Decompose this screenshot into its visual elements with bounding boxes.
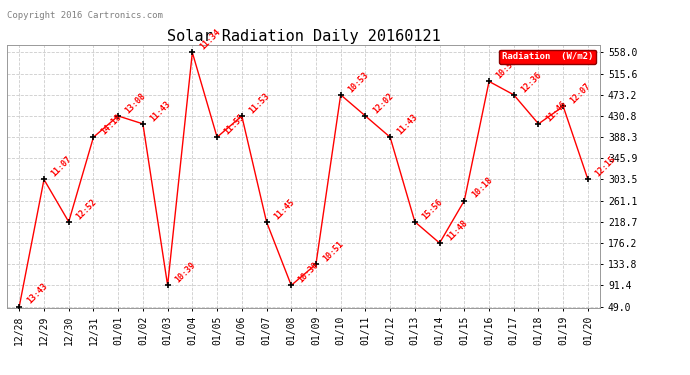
Text: 13:08: 13:08 [124,91,148,115]
Text: 10:51: 10:51 [322,239,346,263]
Text: 11:46: 11:46 [544,99,568,123]
Text: 11:55: 11:55 [223,112,246,136]
Text: 13:43: 13:43 [25,282,49,306]
Text: 12:15: 12:15 [593,154,618,179]
Text: 12:52: 12:52 [75,197,98,221]
Text: 14:18: 14:18 [99,112,123,136]
Text: 11:53: 11:53 [247,91,271,115]
Text: 10:53: 10:53 [346,70,371,94]
Text: 11:43: 11:43 [148,99,172,123]
Text: 11:43: 11:43 [395,112,420,136]
Text: 11:34: 11:34 [198,28,222,52]
Text: 12:02: 12:02 [371,91,395,115]
Title: Solar Radiation Daily 20160121: Solar Radiation Daily 20160121 [167,29,440,44]
Text: 12:36: 12:36 [520,70,543,94]
Text: 10:53: 10:53 [495,57,519,81]
Legend: Radiation  (W/m2): Radiation (W/m2) [499,50,595,64]
Text: Copyright 2016 Cartronics.com: Copyright 2016 Cartronics.com [7,11,163,20]
Text: 15:56: 15:56 [420,197,444,221]
Text: 11:45: 11:45 [272,197,296,221]
Text: 11:48: 11:48 [445,218,469,242]
Text: 10:39: 10:39 [173,261,197,285]
Text: 11:07: 11:07 [50,154,74,179]
Text: 10:18: 10:18 [470,176,494,200]
Text: 12:07: 12:07 [569,82,593,106]
Text: 10:30: 10:30 [297,261,321,285]
